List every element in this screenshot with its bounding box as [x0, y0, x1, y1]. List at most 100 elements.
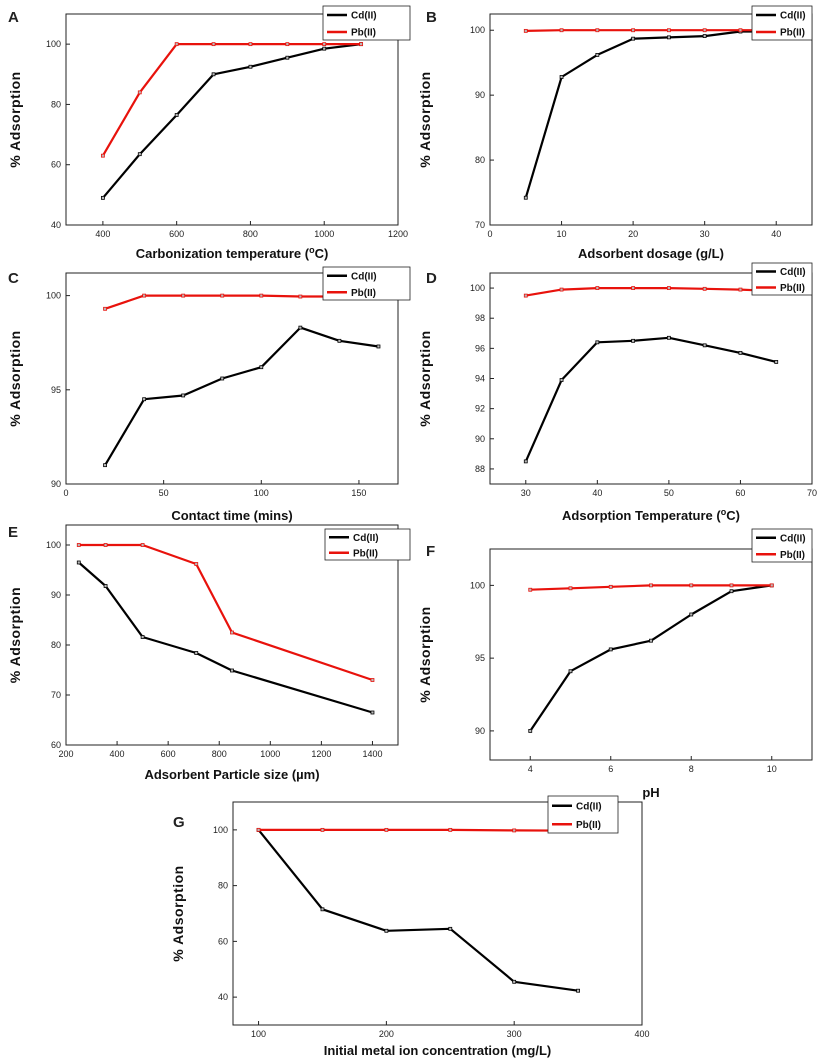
panel-b-legend-cd-label: Cd(II)	[780, 11, 806, 22]
panel-f-cd-point	[689, 612, 694, 617]
panel-g-y-tick-label: 60	[218, 936, 228, 946]
panel-e-x-tick-label: 1000	[260, 749, 280, 759]
panel-d-letter: D	[426, 270, 437, 287]
panel-a-legend	[322, 5, 411, 41]
panel-d-legend-cd-label: Cd(II)	[780, 267, 806, 278]
panel-f-pb-point	[608, 584, 613, 589]
panel-g-x-tick-label: 400	[634, 1029, 649, 1039]
panel-d-cd-point	[738, 350, 743, 355]
panel-d-y-tick-label: 96	[475, 343, 485, 353]
panel-e-x-axis-label: Adsorbent Particle size (µm)	[144, 767, 319, 782]
panel-g-cd-point	[576, 988, 580, 993]
panel-b-y-axis-label: % Adsorption	[417, 71, 433, 167]
panel-f-x-axis-label: pH	[642, 785, 659, 800]
panel-g-cd-point	[384, 928, 389, 933]
panel-f-x-tick-label: 10	[767, 764, 777, 774]
panel-a-x-tick-label: 600	[169, 229, 184, 239]
panel-d-cd-point	[666, 335, 671, 340]
panel-d-y-tick-label: 100	[470, 283, 485, 293]
panel-f-cd-point	[608, 647, 613, 652]
panel-a-pb-point	[248, 42, 253, 47]
panel-e-frame	[65, 524, 399, 746]
panel-c-pb-point	[103, 306, 107, 311]
panel-a-pb-point	[137, 90, 142, 95]
panel-d-cd-point	[523, 459, 528, 464]
panel-d-x-tick-label: 30	[521, 488, 531, 498]
panel-a-pb-line	[101, 42, 362, 157]
panel-c: C 0 50 100 150 90 95 100 Cd(II) Pb(II) Contact tim…	[7, 266, 411, 523]
panel-g-legend	[547, 795, 619, 834]
panel-e-pb-point	[140, 543, 145, 547]
panel-b-pb-point	[631, 28, 636, 33]
panel-f-y-tick-label: 100	[470, 580, 485, 590]
panel-a-x-axis-label: Carbonization temperature (oC)	[136, 245, 329, 261]
panel-b-cd-point	[559, 75, 564, 79]
panel-e-pb-point	[230, 630, 234, 635]
panel-a-letter: A	[8, 9, 19, 26]
panel-c-pb-point	[220, 293, 225, 298]
panel-c-cd-point	[103, 463, 107, 468]
panel-a-legend-pb-label: Pb(II)	[351, 28, 376, 39]
panel-c-x-tick-label: 100	[254, 488, 269, 498]
panel-a-x-tick-label: 800	[243, 229, 258, 239]
panel-d: D 30 40 50 60 70 88 90 92 94 96 98 100 Cd(II) Pb(II) Ad…	[417, 262, 817, 523]
panel-c-pb-point	[259, 293, 264, 298]
panel-c-y-tick-label: 100	[46, 291, 61, 301]
panel-f-letter: F	[426, 543, 435, 560]
panel-a-pb-point	[211, 42, 216, 47]
panel-c-cd-point	[337, 338, 342, 343]
panel-d-y-tick-label: 98	[475, 313, 485, 323]
panel-f-x-tick-label: 6	[608, 764, 613, 774]
panel-d-frame	[489, 272, 813, 485]
panel-a-cd-line	[102, 43, 362, 199]
panel-f-frame	[489, 548, 813, 761]
panel-b-cd-line	[524, 30, 777, 199]
panel-e-pb-point	[194, 562, 199, 566]
panel-a-y-tick-label: 60	[51, 160, 61, 170]
panel-e: E 200 400 600 800 1000 1200 1400 60 70 80 90 100 Cd(I…	[7, 524, 411, 782]
panel-d-cd-point	[702, 343, 707, 348]
panel-a-x-tick-label: 1000	[314, 229, 334, 239]
panel-b-y-tick-label: 90	[475, 90, 485, 100]
panel-c-legend-cd-label: Cd(II)	[351, 271, 377, 282]
panel-d-pb-point	[595, 286, 600, 290]
panel-b-pb-line	[525, 29, 777, 32]
panel-b-cd-point	[666, 35, 671, 40]
panel-f-cd-line	[529, 584, 772, 732]
panel-d-cd-point	[595, 340, 600, 345]
panel-e-cd-point	[103, 584, 108, 588]
panel-b-y-tick-label: 80	[475, 155, 485, 165]
panel-b-y-tick-label: 100	[470, 25, 485, 35]
panel-f-x-tick-label: 8	[689, 764, 694, 774]
panel-a-pb-point	[359, 42, 364, 47]
panel-g-pb-point	[256, 827, 261, 832]
panel-g-pb-point	[512, 828, 517, 833]
panel-d-cd-point	[559, 378, 564, 382]
panel-c-y-axis-label: % Adsorption	[7, 330, 23, 426]
panel-d-y-tick-label: 94	[475, 374, 485, 384]
panel-a-pb-point	[174, 42, 179, 47]
panel-b-pb-point	[666, 28, 671, 33]
panel-b-pb-point	[738, 28, 743, 33]
panel-g-y-tick-label: 40	[218, 992, 228, 1002]
panel-d-legend	[751, 262, 813, 296]
panel-d-x-tick-label: 40	[592, 488, 602, 498]
panel-g-cd-line	[257, 829, 579, 992]
panel-e-x-tick-label: 200	[58, 749, 73, 759]
panel-g-y-axis-label: % Adsorption	[170, 865, 186, 961]
panel-f-pb-point	[729, 583, 734, 588]
panel-c-cd-point	[220, 376, 225, 381]
panel-d-pb-line	[525, 287, 777, 297]
panel-b-letter: B	[426, 9, 437, 26]
panel-b-cd-point	[631, 36, 636, 41]
panel-d-pb-point	[738, 287, 743, 292]
panel-b-x-tick-label: 0	[487, 229, 492, 239]
panel-e-pb-point	[370, 678, 375, 682]
panel-f: F 4 6 8 10 90 95 100 Cd(II) Pb(II) pH % Adsorption	[417, 528, 813, 800]
panel-e-y-tick-label: 70	[51, 690, 61, 700]
panel-a-x-tick-label: 400	[95, 229, 110, 239]
panel-f-pb-point	[769, 583, 774, 588]
panel-c-cd-point	[298, 325, 303, 330]
panel-e-cd-point	[194, 651, 199, 655]
